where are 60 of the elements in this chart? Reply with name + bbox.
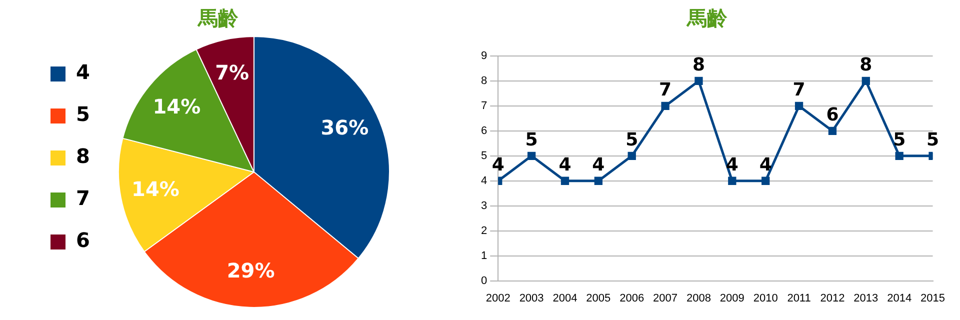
data-label: 8 [692, 54, 705, 76]
y-tick-label: 2 [480, 224, 488, 237]
x-tick-label: 2013 [854, 292, 878, 304]
x-tick-label: 2006 [620, 292, 644, 304]
data-label: 4 [592, 154, 605, 176]
data-label: 5 [893, 130, 906, 151]
data-label: 4 [558, 154, 572, 176]
y-tick-label: 8 [480, 75, 488, 88]
point [728, 176, 736, 185]
chart-title: 馬齡 [197, 6, 239, 30]
data-label: 4 [759, 154, 772, 176]
y-tick-label: 1 [480, 250, 488, 262]
x-tick-label: 2008 [686, 292, 711, 304]
legend-label: 8 [76, 144, 90, 168]
data-label: 7 [792, 80, 806, 101]
x-tick-label: 2011 [787, 292, 811, 304]
y-tick-label: 6 [480, 124, 488, 137]
data-label: 29% [226, 258, 275, 282]
point [762, 176, 770, 185]
data-label: 5 [525, 130, 538, 151]
point [862, 76, 870, 86]
y-tick-label: 3 [480, 200, 488, 212]
point [527, 152, 536, 160]
legend-label: 4 [76, 60, 90, 84]
x-tick-label: 2009 [720, 292, 744, 304]
point [694, 76, 703, 86]
y-tick-label: 9 [480, 50, 488, 62]
data-label: 36% [320, 116, 369, 140]
point [895, 152, 904, 160]
legend-label: 7 [76, 186, 90, 210]
data-label: 6 [826, 104, 839, 126]
x-tick-label: 2014 [887, 292, 912, 304]
point [560, 176, 570, 185]
data-label: 5 [926, 130, 940, 151]
point [628, 152, 636, 160]
point [794, 102, 804, 110]
y-tick-label: 0 [480, 274, 488, 287]
data-label: 14% [152, 94, 201, 118]
point [594, 176, 602, 185]
x-tick-label: 2015 [920, 292, 946, 304]
x-tick-label: 2004 [552, 292, 578, 304]
x-tick-label: 2002 [486, 292, 510, 304]
data-label: 7% [215, 60, 250, 84]
data-label: 8 [860, 54, 872, 76]
y-tick-label: 5 [480, 150, 488, 162]
data-label: 14% [132, 176, 180, 201]
chart-title: 馬齡 [686, 6, 728, 30]
y-tick-label: 7 [480, 100, 488, 112]
x-tick-label: 2005 [586, 292, 611, 304]
legend-label: 5 [76, 102, 90, 126]
point [661, 102, 670, 110]
data-label: 5 [626, 130, 638, 151]
x-tick-label: 2007 [653, 292, 678, 304]
data-label: 7 [659, 80, 672, 101]
x-tick-label: 2003 [519, 292, 544, 304]
legend-label: 6 [76, 228, 90, 252]
y-tick-label: 4 [480, 174, 488, 187]
x-tick-label: 2012 [820, 292, 845, 304]
x-tick-label: 2010 [753, 292, 778, 304]
point [828, 126, 837, 136]
